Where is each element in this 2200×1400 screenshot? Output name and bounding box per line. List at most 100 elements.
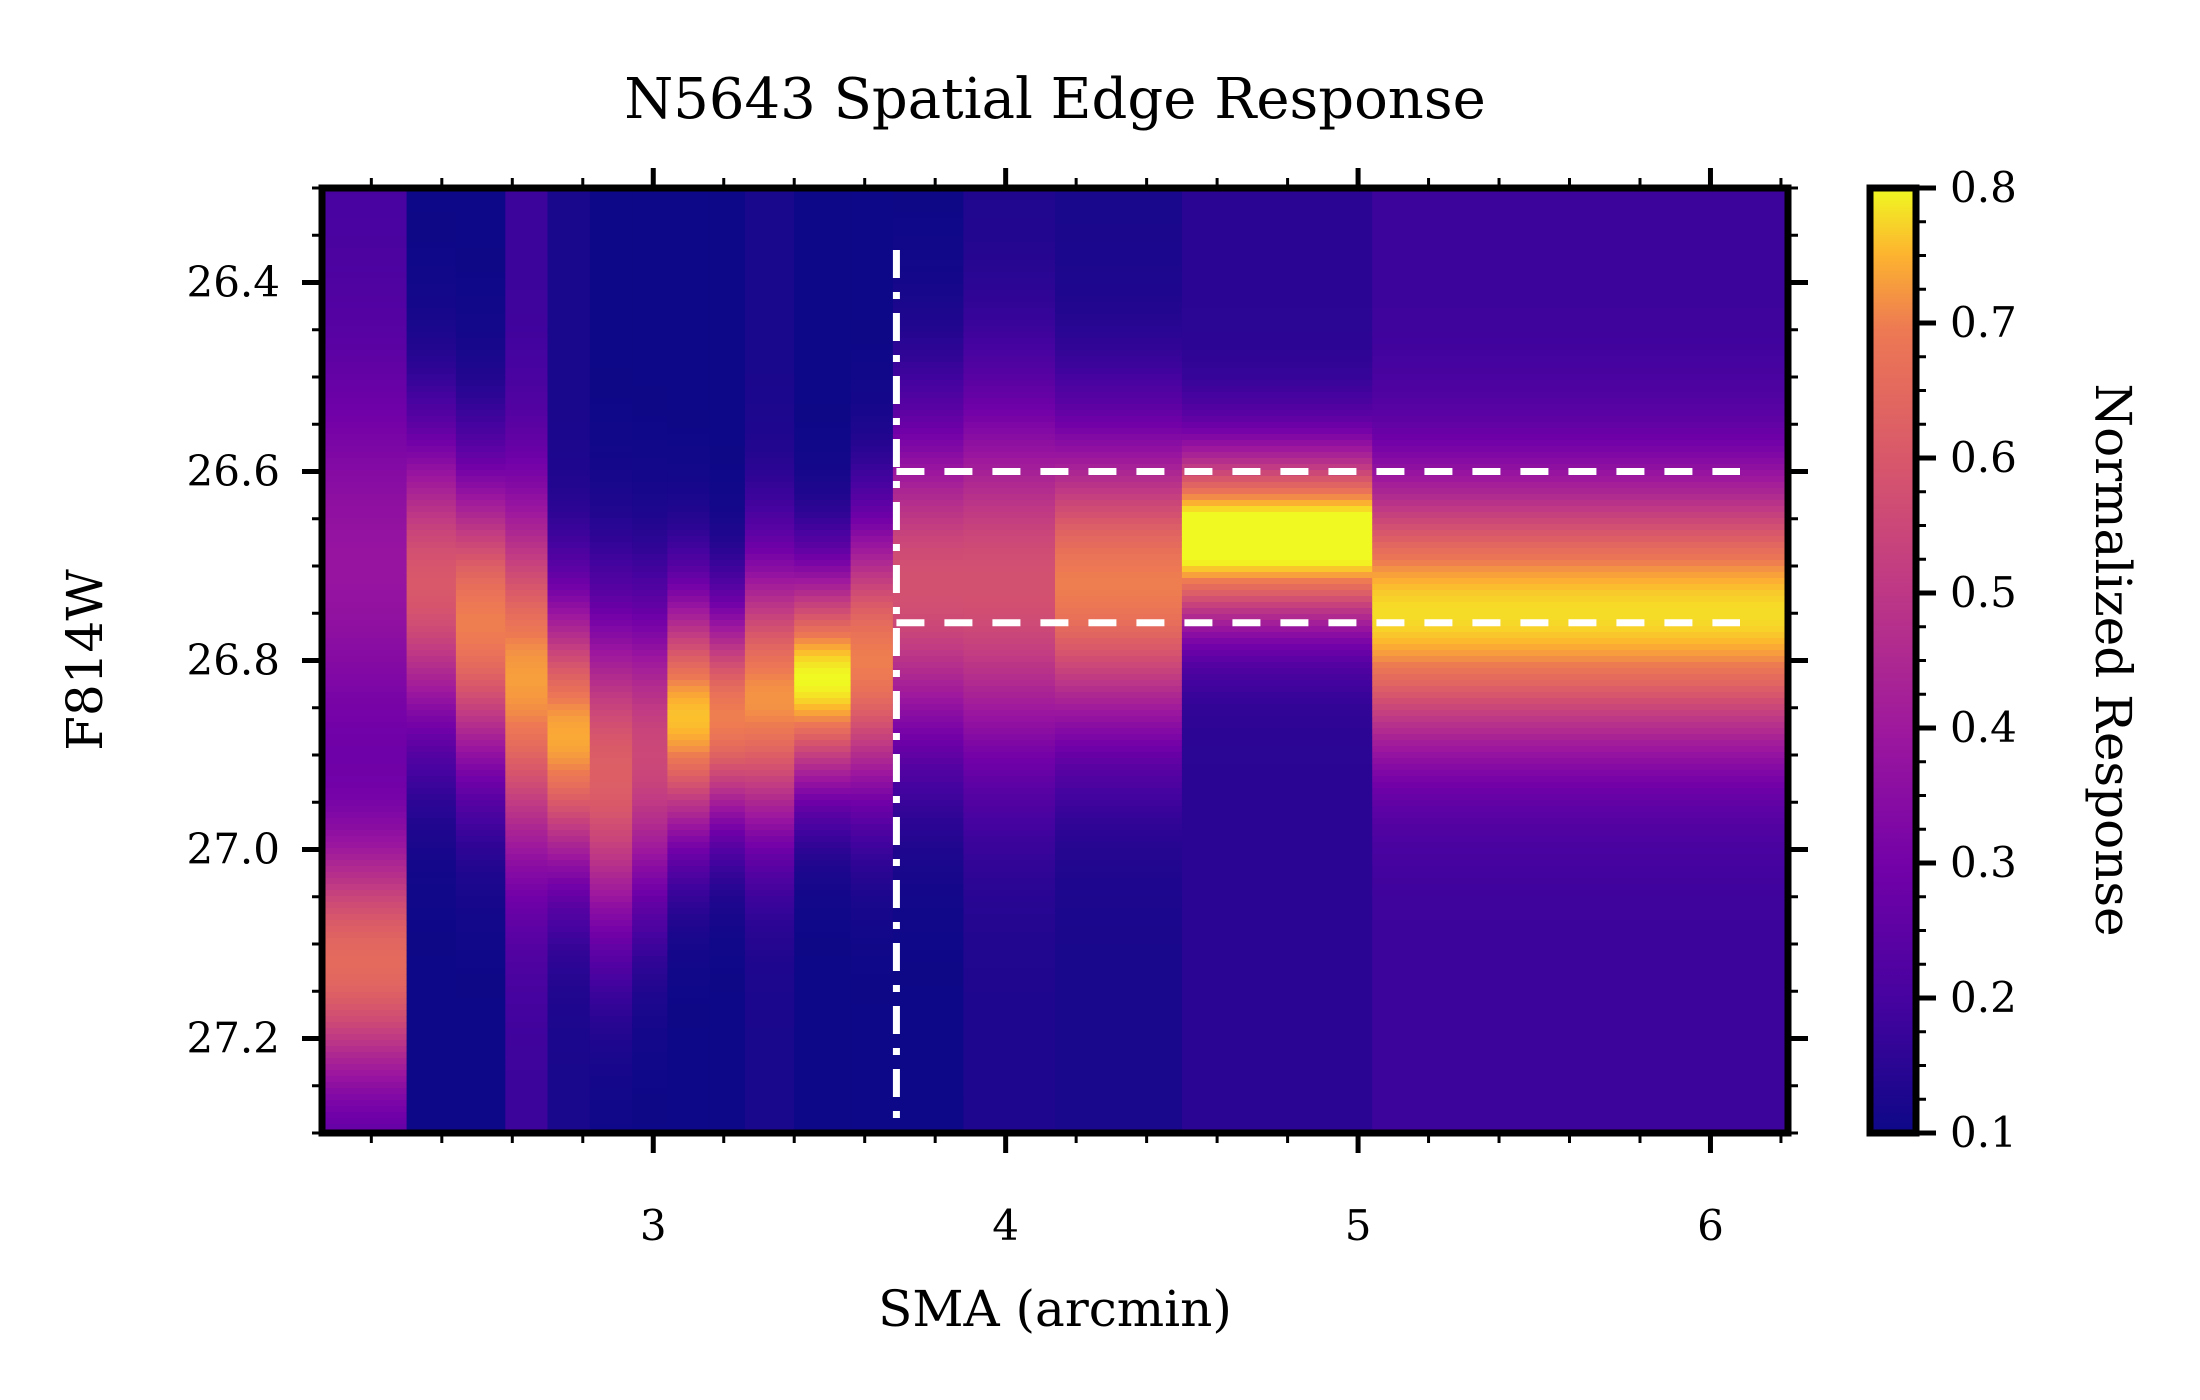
heatmap-cell [1055,374,1183,381]
heatmap-cell [850,386,894,393]
heatmap-cell [632,476,668,483]
heatmap-cell [322,278,408,285]
heatmap-cell [1372,926,1788,933]
heatmap-cell [1055,1016,1183,1023]
heatmap-cell [744,392,795,399]
heatmap-cell [589,1100,633,1107]
heatmap-cell [744,662,795,669]
heatmap-cell [794,314,852,321]
heatmap-cell [892,206,964,213]
heatmap-cell [1372,812,1788,819]
heatmap-cell [744,638,795,645]
heatmap-cell [589,482,633,489]
heatmap-cell [455,1094,506,1101]
heatmap-cell [589,704,633,711]
heatmap-cell [589,464,633,471]
heatmap-cell [1372,674,1788,681]
heatmap-cell [963,1046,1056,1053]
heatmap-cell [1055,596,1183,603]
heatmap-cell [1181,470,1373,477]
heatmap-cell [322,872,408,879]
heatmap-cell [963,218,1056,225]
heatmap-cell [589,614,633,621]
heatmap-cell [632,944,668,951]
heatmap-cell [455,230,506,237]
heatmap-cell [547,866,591,873]
heatmap-cell [794,638,852,645]
heatmap-cell [744,878,795,885]
heatmap-cell [1181,584,1373,591]
heatmap-cell [589,1094,633,1101]
heatmap-cell [406,674,457,681]
heatmap-cell [1181,842,1373,849]
heatmap-cell [709,758,746,765]
heatmap-cell [892,566,964,573]
heatmap-cell [406,536,457,543]
heatmap-cell [667,1118,711,1125]
heatmap-cell [1055,698,1183,705]
heatmap-cell [1372,890,1788,897]
heatmap-cell [709,902,746,909]
heatmap-cell [632,1028,668,1035]
heatmap-cell [744,938,795,945]
heatmap-cell [709,884,746,891]
heatmap-cell [1372,860,1788,867]
heatmap-cell [850,1118,894,1125]
heatmap-cell [1372,992,1788,999]
y-axis-label: F814W [56,569,114,751]
heatmap-cell [632,830,668,837]
heatmap-cell [455,248,506,255]
heatmap-cell [455,500,506,507]
heatmap-cell [632,368,668,375]
heatmap-cell [455,200,506,207]
heatmap-cell [632,320,668,327]
heatmap-cell [322,650,408,657]
heatmap-cell [667,290,711,297]
heatmap-cell [455,650,506,657]
heatmap-cell [322,578,408,585]
heatmap-cell [1372,908,1788,915]
heatmap-cell [709,458,746,465]
heatmap-cell [1372,938,1788,945]
heatmap-cell [406,848,457,855]
heatmap-cell [850,938,894,945]
heatmap-cell [1372,350,1788,357]
heatmap-cell [892,1118,964,1125]
heatmap-cell [709,200,746,207]
heatmap-cell [850,854,894,861]
heatmap-cell [963,710,1056,717]
heatmap-cell [455,818,506,825]
heatmap-cell [1181,656,1373,663]
heatmap-cell [850,524,894,531]
heatmap-cell [589,302,633,309]
heatmap-cell [406,968,457,975]
heatmap-cell [1181,410,1373,417]
heatmap-cell [794,674,852,681]
heatmap-cell [892,872,964,879]
heatmap-cell [505,920,549,927]
heatmap-cell [963,314,1056,321]
heatmap-cell [963,554,1056,561]
colorbar-tick-label: 0.3 [1950,838,2017,887]
heatmap-cell [1181,908,1373,915]
heatmap-cell [1055,398,1183,405]
heatmap-cell [406,230,457,237]
heatmap-cell [1055,734,1183,741]
heatmap-cell [794,758,852,765]
heatmap-cell [406,734,457,741]
heatmap-cell [794,236,852,243]
heatmap-cell [667,1004,711,1011]
heatmap-cell [744,278,795,285]
heatmap-cell [406,314,457,321]
heatmap-cell [794,920,852,927]
heatmap-cell [850,806,894,813]
heatmap-cell [850,782,894,789]
heatmap-cell [709,260,746,267]
heatmap-cell [632,404,668,411]
heatmap-cell [632,278,668,285]
heatmap-cell [850,1124,894,1131]
heatmap-cell [632,248,668,255]
heatmap-cell [709,1004,746,1011]
heatmap-cell [709,482,746,489]
heatmap-cell [547,260,591,267]
